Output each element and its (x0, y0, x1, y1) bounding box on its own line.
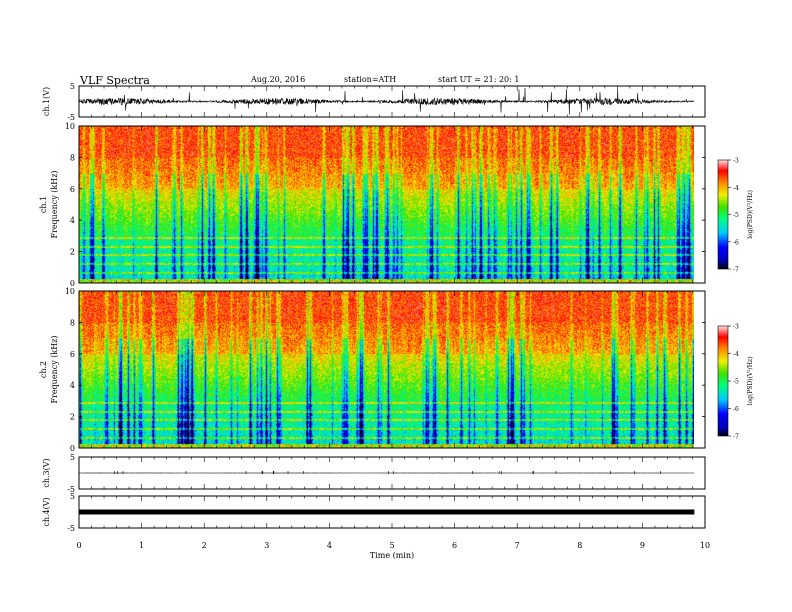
waveform-trace (78, 87, 695, 115)
y-tick-label: -5 (67, 485, 75, 494)
y-tick-label: -5 (67, 524, 75, 533)
panel-ch1_spectrogram: 0 2 4 6 8 10 ch.1 Frequency (kHz) -3 -4 -5 -6 -7 log(… (39, 122, 754, 288)
colorbar-tick-label: -5 (733, 379, 739, 386)
y-tick-label: -5 (67, 113, 75, 122)
y-tick-label: 5 (70, 82, 75, 91)
x-tick-label: 2 (202, 541, 207, 550)
x-tick-label: 5 (389, 541, 394, 550)
colorbar: -3 -4 -5 -6 -7 log(PSD)(V²/Hz) (717, 158, 754, 274)
y-tick-label: 2 (70, 413, 75, 422)
colorbar-tick-label: -4 (733, 351, 739, 358)
colorbar-tick-label: -6 (733, 406, 739, 413)
colorbar-tick-label: -3 (733, 158, 739, 165)
colorbar-gradient (717, 159, 729, 270)
spectrogram-canvas (79, 126, 694, 283)
spectrogram-image (79, 291, 694, 448)
y-axis-label: ch.3(V) (42, 458, 51, 487)
station-label: station=ATH (344, 75, 396, 84)
y-tick-label: 4 (70, 381, 75, 390)
start-time-label: start UT = 21: 20: 1 (438, 75, 519, 84)
date-label: Aug.20, 2016 (250, 75, 305, 84)
x-tick-label: 8 (577, 541, 582, 550)
y-axis-channel-label: ch.2 (39, 361, 48, 378)
colorbar-tick-label: -7 (733, 267, 739, 274)
y-tick-label: 6 (70, 185, 75, 194)
x-axis-label: Time (min) (370, 551, 414, 560)
panel-ch4_waveform: 5 -5 ch.4(V) (42, 492, 706, 533)
y-tick-label: 6 (70, 350, 75, 359)
spectrogram-canvas (79, 291, 694, 448)
waveform-trace (79, 509, 695, 515)
y-tick-label: 5 (70, 492, 75, 501)
y-tick-label: 0 (70, 444, 75, 453)
y-axis-label: ch.1(V) (42, 87, 51, 116)
colorbar: -3 -4 -5 -6 -7 log(PSD)(V²/Hz) (717, 324, 754, 441)
colorbar-gradient (717, 325, 729, 437)
colorbar-tick-label: -3 (733, 324, 739, 331)
y-tick-label: 4 (70, 216, 75, 225)
y-tick-label: 0 (70, 279, 75, 288)
x-tick-label: 7 (515, 541, 520, 550)
x-tick-label: 10 (700, 541, 710, 550)
colorbar-tick-label: -4 (733, 185, 739, 192)
colorbar-tick-label: -6 (733, 239, 739, 246)
y-tick-label: 5 (70, 453, 75, 462)
y-tick-label: 8 (70, 153, 75, 162)
y-tick-label: 10 (65, 122, 75, 131)
spectrogram-image (79, 126, 694, 283)
panel-ch2_spectrogram: 0 2 4 6 8 10 ch.2 Frequency (kHz) -3 -4 -5 -6 -7 log(… (39, 287, 754, 453)
panel-ch1_waveform: 5 -5 ch.1(V) (42, 82, 706, 122)
colorbar-label: log(PSD)(V²/Hz) (747, 357, 754, 406)
y-axis-label: Frequency (kHz) (50, 170, 59, 238)
panel-ch3_waveform: 5 -5 ch.3(V) (42, 453, 706, 494)
x-tick-label: 9 (640, 541, 645, 550)
x-tick-label: 6 (452, 541, 457, 550)
x-tick-label: 3 (264, 541, 269, 550)
x-tick-label: 4 (327, 541, 332, 550)
colorbar-tick-label: -5 (733, 212, 739, 219)
colorbar-tick-label: -7 (733, 434, 739, 441)
y-tick-label: 8 (70, 318, 75, 327)
figure-title: VLF Spectra (79, 74, 150, 87)
colorbar-label: log(PSD)(V²/Hz) (747, 190, 754, 239)
y-tick-label: 10 (65, 287, 75, 296)
x-tick-label: 1 (139, 541, 144, 550)
x-axis-layer: 0 1 2 3 4 5 6 7 8 9 10 Time (min) (76, 541, 710, 560)
x-tick-label: 0 (76, 541, 81, 550)
y-axis-label: Frequency (kHz) (50, 335, 59, 403)
y-tick-label: 2 (70, 248, 75, 257)
y-axis-label: ch.4(V) (42, 497, 51, 526)
y-axis-channel-label: ch.1 (39, 196, 48, 213)
